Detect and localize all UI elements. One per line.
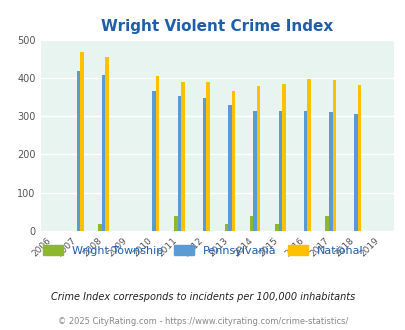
Text: Crime Index corresponds to incidents per 100,000 inhabitants: Crime Index corresponds to incidents per…	[51, 292, 354, 302]
Title: Wright Violent Crime Index: Wright Violent Crime Index	[101, 19, 333, 34]
Bar	[328, 112, 332, 231]
Bar	[174, 216, 177, 231]
Bar	[325, 216, 328, 231]
Bar	[353, 114, 357, 231]
Text: © 2025 CityRating.com - https://www.cityrating.com/crime-statistics/: © 2025 CityRating.com - https://www.city…	[58, 317, 347, 326]
Bar	[152, 91, 156, 231]
Bar	[105, 57, 109, 231]
Bar	[181, 82, 184, 231]
Bar	[228, 106, 231, 231]
Bar	[80, 52, 83, 231]
Bar	[102, 75, 105, 231]
Bar	[332, 80, 335, 231]
Bar	[249, 216, 253, 231]
Bar	[357, 85, 360, 231]
Bar	[281, 84, 285, 231]
Bar	[303, 111, 307, 231]
Bar	[231, 90, 234, 231]
Bar	[202, 98, 206, 231]
Bar	[256, 86, 260, 231]
Bar	[224, 224, 228, 231]
Bar	[307, 79, 310, 231]
Bar	[278, 111, 281, 231]
Bar	[253, 111, 256, 231]
Bar	[274, 224, 278, 231]
Legend: Wright Township, Pennsylvania, National: Wright Township, Pennsylvania, National	[38, 241, 367, 260]
Bar	[98, 224, 102, 231]
Bar	[206, 82, 209, 231]
Bar	[77, 71, 80, 231]
Bar	[156, 76, 159, 231]
Bar	[177, 96, 181, 231]
